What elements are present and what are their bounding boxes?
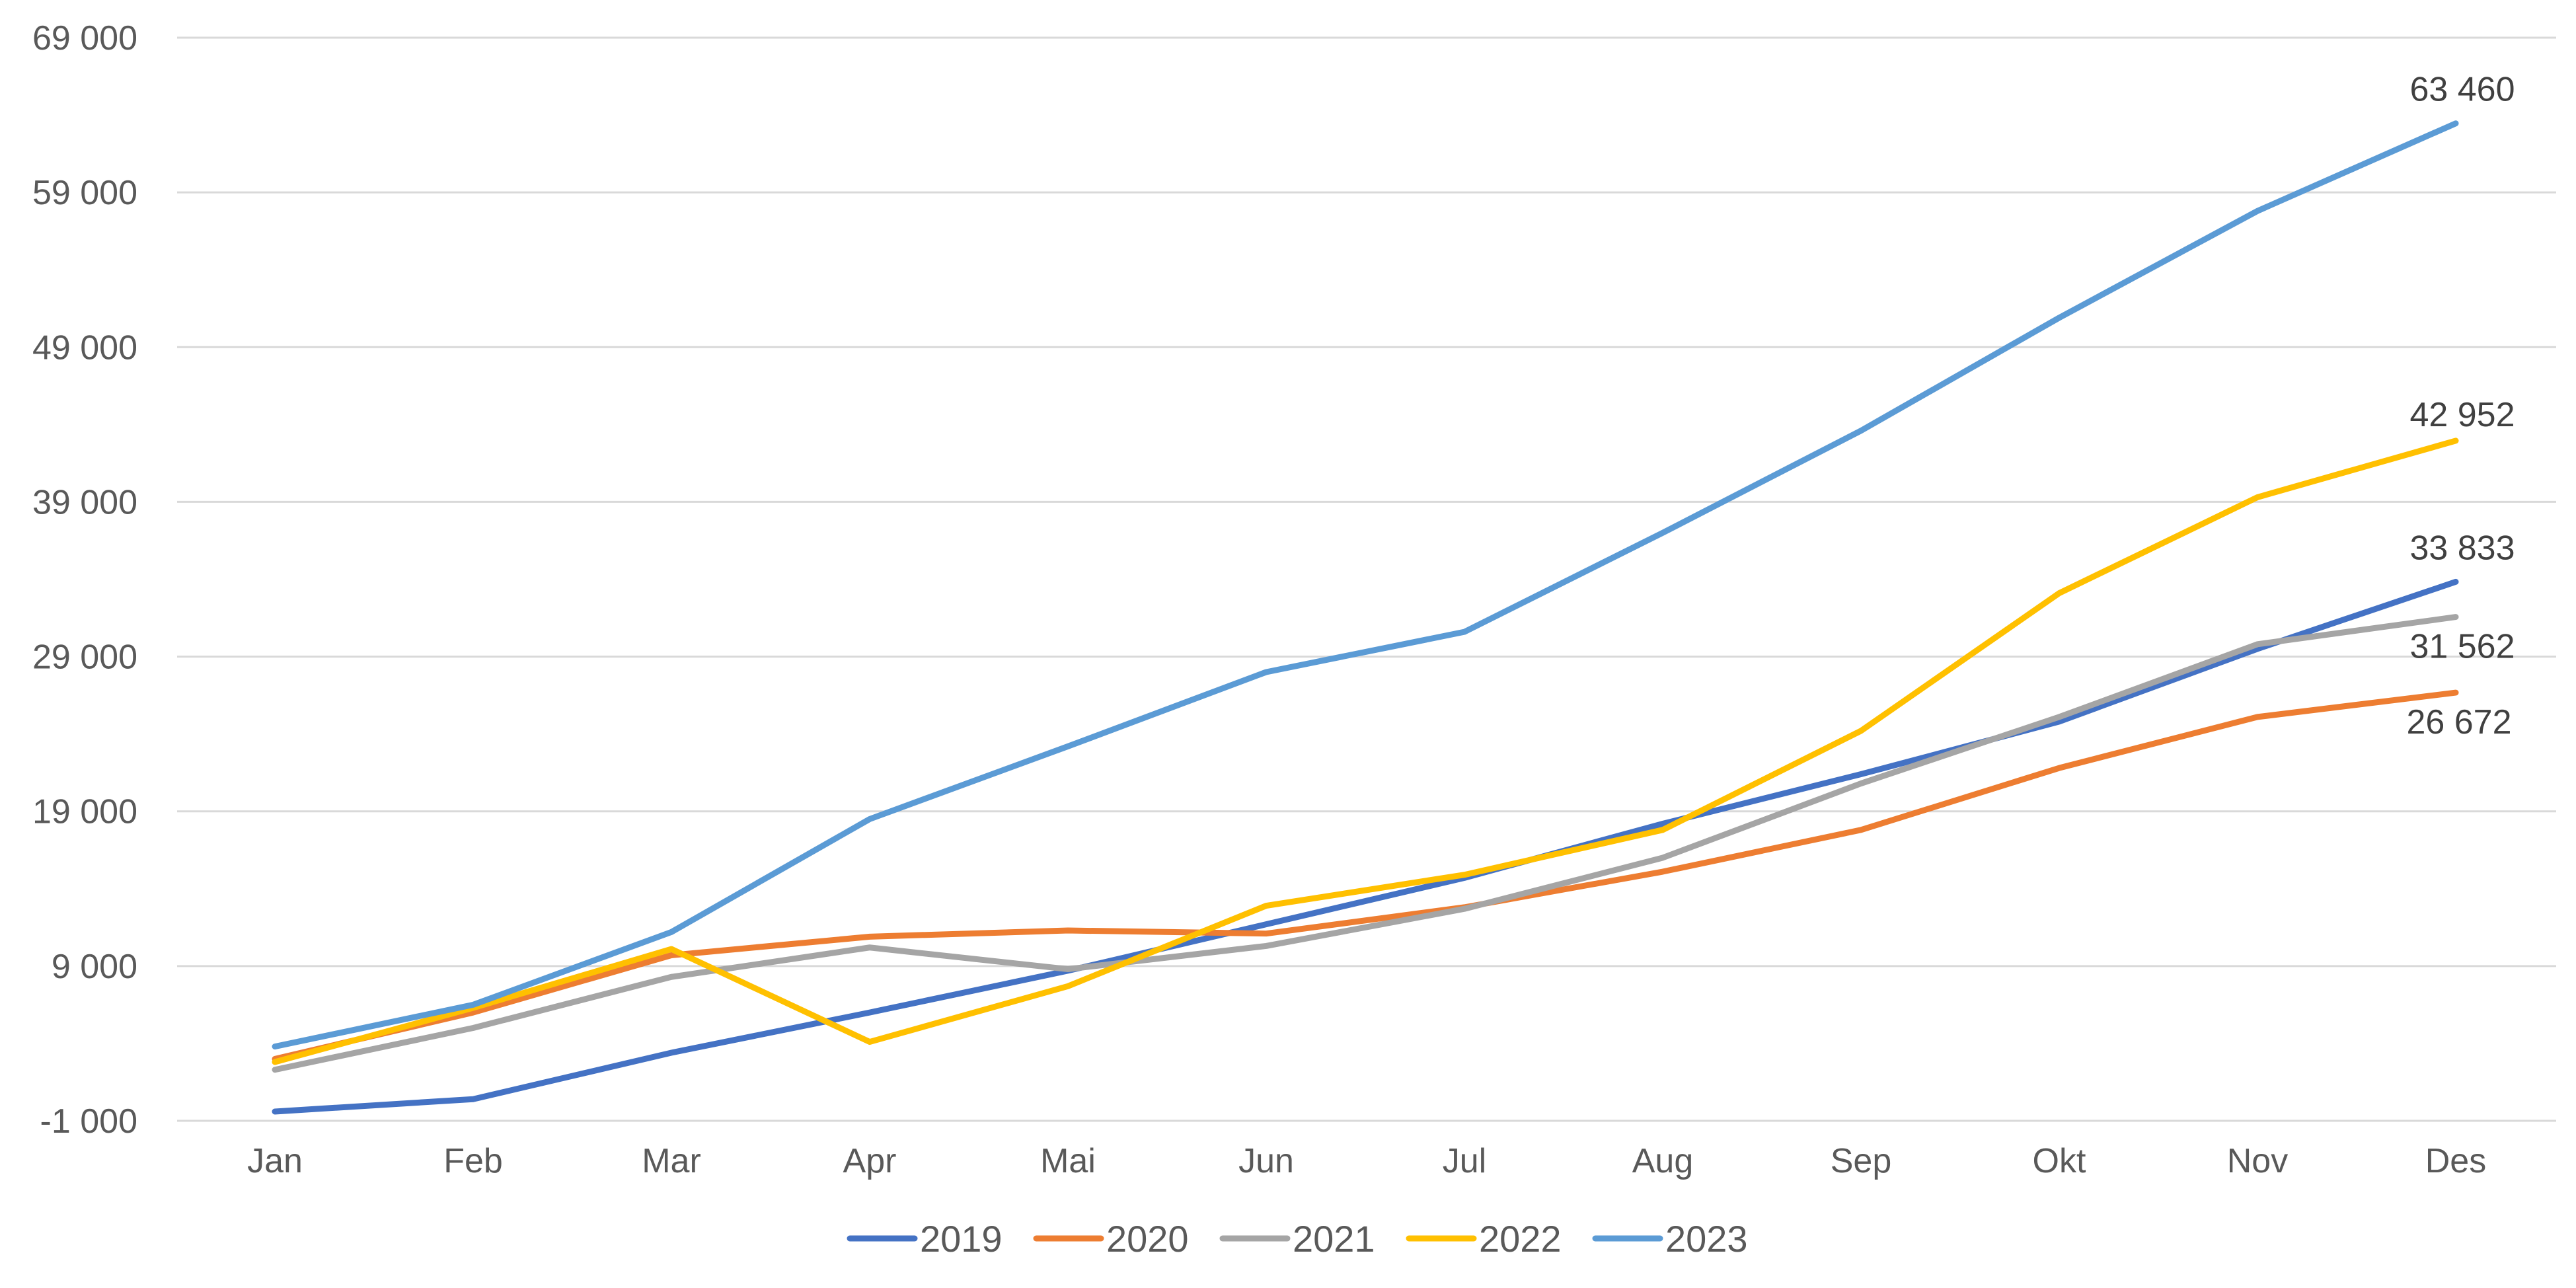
x-tick-label: Des — [2425, 1142, 2486, 1180]
legend: 2019 2020 2021 2022 2023 — [847, 1218, 1748, 1260]
y-tick-label: 9 000 — [52, 948, 137, 986]
series-line-2019 — [272, 578, 2459, 1115]
x-axis-tick-labels: Jan Feb Mar Apr Mai Jun Jul Aug Sep Okt Nov Des — [247, 1142, 2486, 1180]
series-2020 — [272, 689, 2459, 1062]
y-tick-label: 19 000 — [32, 793, 137, 831]
legend-label: 2021 — [1293, 1218, 1375, 1260]
legend-label: 2020 — [1106, 1218, 1189, 1260]
series-line-2020 — [272, 689, 2459, 1062]
y-tick-label: 69 000 — [32, 19, 137, 57]
series-line-2023 — [272, 120, 2459, 1050]
data-label-2021: 31 562 — [2409, 628, 2515, 666]
x-tick-label: Apr — [843, 1142, 897, 1180]
x-tick-label: Sep — [1831, 1142, 1892, 1180]
legend-item-2022: 2022 — [1406, 1218, 1562, 1260]
series-2022 — [272, 437, 2459, 1065]
x-tick-label: Jan — [247, 1142, 303, 1180]
series-2023 — [272, 120, 2459, 1050]
data-label-2019: 33 833 — [2409, 529, 2515, 567]
data-label-2020: 26 672 — [2406, 703, 2511, 741]
x-tick-label: Okt — [2033, 1142, 2086, 1180]
data-labels: 33 833 26 672 31 562 42 952 63 460 — [2406, 71, 2515, 741]
series-2021 — [272, 614, 2459, 1073]
x-tick-label: Jun — [1238, 1142, 1294, 1180]
data-label-2022: 42 952 — [2409, 396, 2515, 434]
y-tick-label: 49 000 — [32, 328, 137, 367]
legend-label: 2022 — [1479, 1218, 1562, 1260]
x-tick-label: Mar — [642, 1142, 701, 1180]
legend-item-2019: 2019 — [847, 1218, 1003, 1260]
y-tick-label: 59 000 — [32, 174, 137, 212]
x-tick-label: Mai — [1040, 1142, 1096, 1180]
legend-item-2020: 2020 — [1033, 1218, 1189, 1260]
y-tick-label: 39 000 — [32, 483, 137, 521]
series-line-2021 — [272, 614, 2459, 1073]
data-label-2023: 63 460 — [2409, 71, 2515, 109]
y-tick-label: 29 000 — [32, 638, 137, 677]
y-tick-label: -1 000 — [40, 1102, 137, 1141]
x-tick-label: Nov — [2227, 1142, 2288, 1180]
x-tick-label: Feb — [443, 1142, 503, 1180]
legend-label: 2019 — [920, 1218, 1003, 1260]
legend-label: 2023 — [1665, 1218, 1748, 1260]
series-2019 — [272, 578, 2459, 1115]
series-line-2022 — [272, 437, 2459, 1065]
x-tick-label: Aug — [1632, 1142, 1694, 1180]
series-lines — [272, 120, 2459, 1115]
legend-item-2021: 2021 — [1219, 1218, 1375, 1260]
x-tick-label: Jul — [1443, 1142, 1486, 1180]
legend-item-2023: 2023 — [1592, 1218, 1748, 1260]
gridlines — [177, 36, 2556, 967]
y-axis-tick-labels: -1 000 9 000 19 000 29 000 39 000 49 000 59 00… — [32, 19, 137, 1141]
